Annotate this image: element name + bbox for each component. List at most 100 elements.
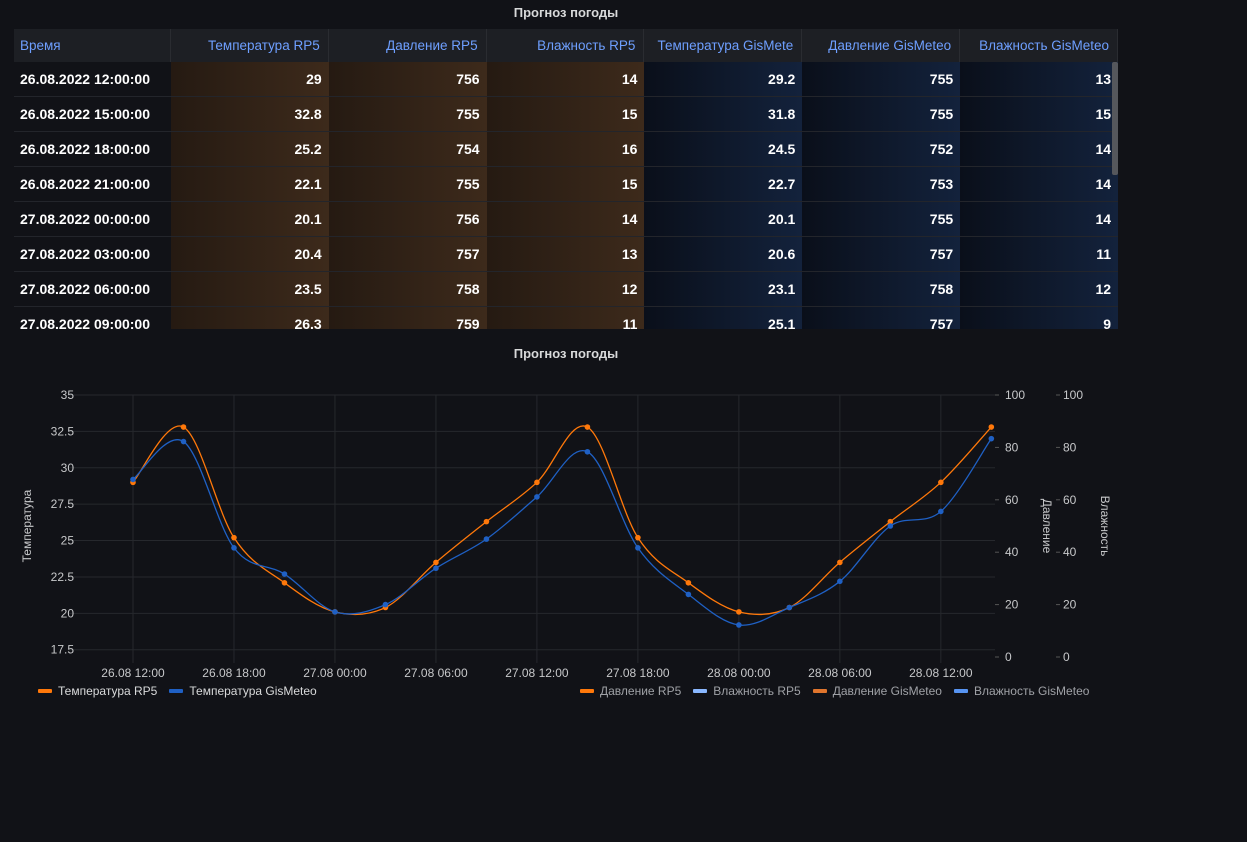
table-cell: 26.08.2022 12:00:00 <box>14 62 171 96</box>
table-header: Время Температура RP5 Давление RP5 Влажност… <box>14 29 1118 62</box>
table-cell: 9 <box>960 307 1118 329</box>
data-point <box>332 609 338 615</box>
data-point <box>988 424 995 430</box>
humidity-tick-label: 60 <box>1063 493 1077 507</box>
data-point <box>281 579 288 586</box>
data-point <box>736 609 742 615</box>
y-tick-label: 27.5 <box>51 497 75 511</box>
column-header[interactable]: Влажность RP5 <box>487 29 645 62</box>
y-tick-label: 22.5 <box>51 570 75 584</box>
table-cell: 755 <box>328 97 487 131</box>
legend-item[interactable]: Влажность RP5 <box>693 684 801 698</box>
legend-label: Влажность RP5 <box>713 684 801 698</box>
table-cell: 14 <box>486 62 645 96</box>
x-tick-label: 28.08 00:00 <box>707 666 771 680</box>
table-cell: 756 <box>328 62 487 96</box>
table-cell: 754 <box>328 132 487 166</box>
table-cell: 22.1 <box>170 167 329 201</box>
data-point <box>433 559 439 566</box>
table-cell: 27.08.2022 00:00:00 <box>14 202 171 236</box>
legend-item[interactable]: Давление RP5 <box>580 684 681 698</box>
y-tick-label: 17.5 <box>51 643 75 657</box>
table-row: 26.08.2022 15:00:00 32.8 755 15 31.8 755 15 <box>14 97 1118 132</box>
legend-swatch-icon <box>580 689 594 693</box>
chart-panel-title: Прогноз погоды <box>513 346 619 361</box>
table-row: 26.08.2022 21:00:00 22.1 755 15 22.7 753 14 <box>14 167 1118 202</box>
table-cell: 757 <box>802 237 961 271</box>
column-header[interactable]: Температура GisMete <box>644 29 803 62</box>
pressure-tick-label: 20 <box>1005 598 1019 612</box>
data-point <box>433 565 439 572</box>
humidity-tick-label: 80 <box>1063 440 1077 454</box>
table-cell: 31.8 <box>644 97 803 131</box>
table-cell: 26.08.2022 18:00:00 <box>14 132 171 166</box>
table-cell: 759 <box>328 307 487 329</box>
table-cell: 755 <box>802 202 961 236</box>
table-cell: 752 <box>802 132 961 166</box>
legend-item[interactable]: Влажность GisMeteo <box>953 684 1089 698</box>
humidity-tick-label: 100 <box>1063 388 1083 402</box>
table-cell: 14 <box>960 132 1118 166</box>
x-tick-label: 27.08 00:00 <box>303 666 367 680</box>
table-cell: 755 <box>802 97 961 131</box>
legend-swatch-icon <box>812 689 827 693</box>
data-point <box>180 438 187 445</box>
legend-swatch-icon <box>953 689 968 693</box>
legend-swatch-icon <box>693 689 708 693</box>
column-header[interactable]: Давление GisMeteo <box>802 29 961 62</box>
legend-item[interactable]: Температура RP5 <box>38 684 157 698</box>
column-header[interactable]: Влажность GisMeteo <box>960 29 1118 62</box>
pressure-tick-label: 0 <box>1005 650 1012 664</box>
data-point <box>736 622 742 628</box>
data-point <box>988 435 995 442</box>
table-cell: 14 <box>960 202 1118 236</box>
column-header[interactable]: Давление RP5 <box>329 29 487 62</box>
pressure-tick-label: 60 <box>1005 493 1019 507</box>
data-point <box>584 448 591 455</box>
pressure-tick-label: 40 <box>1005 545 1019 559</box>
legend-item[interactable]: Давление GisMeteo <box>812 684 942 698</box>
x-tick-label: 27.08 06:00 <box>404 666 468 680</box>
data-point <box>938 479 944 486</box>
series-line-1 <box>132 438 992 626</box>
table-cell: 11 <box>960 237 1118 271</box>
table-cell: 16 <box>486 132 645 166</box>
x-tick-label: 26.08 18:00 <box>202 666 266 680</box>
humidity-axis-label: Влажность <box>1098 496 1112 557</box>
humidity-tick-label: 20 <box>1063 598 1077 612</box>
table-cell: 20.4 <box>170 237 329 271</box>
legend-swatch-icon <box>169 689 184 693</box>
x-tick-label: 28.08 06:00 <box>808 666 872 680</box>
data-point <box>938 508 944 515</box>
table-cell: 26.3 <box>170 307 329 329</box>
table-scrollbar[interactable] <box>1112 62 1118 175</box>
data-point <box>685 579 692 586</box>
legend-label: Температура RP5 <box>58 684 158 698</box>
data-point <box>635 545 641 551</box>
x-tick-label: 28.08 12:00 <box>909 666 973 680</box>
table-cell: 20.6 <box>644 237 803 271</box>
table-cell: 14 <box>486 202 645 236</box>
legend-item[interactable]: Температура GisMeteo <box>169 684 317 698</box>
data-point <box>483 536 490 542</box>
table-row: 27.08.2022 00:00:00 20.1 756 14 20.1 755 14 <box>14 202 1118 237</box>
table-cell: 27.08.2022 03:00:00 <box>14 237 171 271</box>
column-header[interactable]: Температура RP5 <box>171 29 329 62</box>
table-cell: 13 <box>960 62 1118 96</box>
table-cell: 757 <box>802 307 961 329</box>
column-header[interactable]: Время <box>14 29 171 62</box>
table-cell: 23.5 <box>170 272 329 306</box>
table-cell: 11 <box>486 307 645 329</box>
data-point <box>231 534 237 541</box>
table-cell: 758 <box>328 272 487 306</box>
table-row: 27.08.2022 03:00:00 20.4 757 13 20.6 757 11 <box>14 237 1118 272</box>
table-panel-title: Прогноз погоды <box>513 5 619 20</box>
table-body: 26.08.2022 12:00:00 29 756 14 29.2 755 13 26.08… <box>14 62 1118 329</box>
table-cell: 12 <box>486 272 645 306</box>
table-cell: 755 <box>328 167 487 201</box>
table-row: 27.08.2022 06:00:00 23.5 758 12 23.1 758 12 <box>14 272 1118 307</box>
humidity-tick-label: 0 <box>1063 650 1070 664</box>
forecast-table: Время Температура RP5 Давление RP5 Влажност… <box>14 29 1118 329</box>
x-tick-label: 27.08 12:00 <box>505 666 569 680</box>
table-cell: 27.08.2022 09:00:00 <box>14 307 171 329</box>
